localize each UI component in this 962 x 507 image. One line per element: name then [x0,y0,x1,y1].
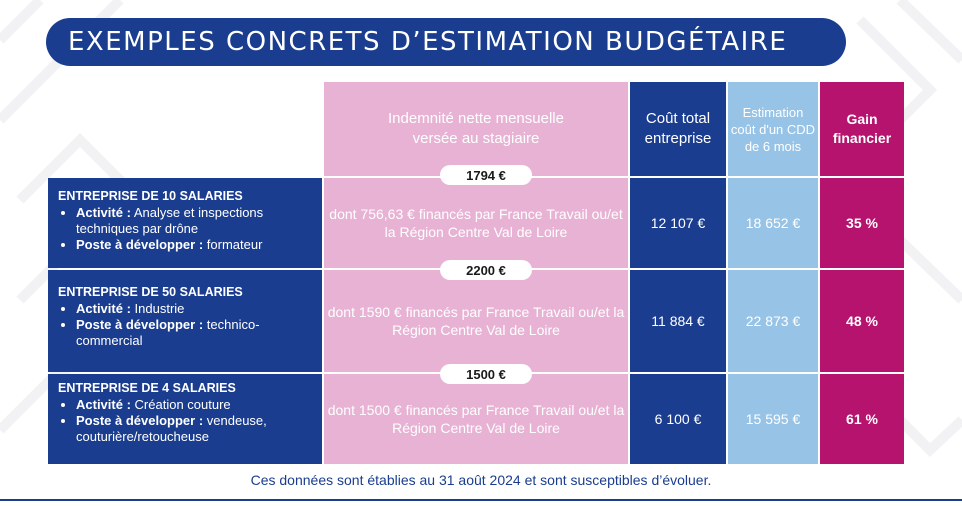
activite-item: Activité : Création couture [76,397,314,413]
header-indemnite-label: Indemnité nette mensuelle versée au stag… [388,110,564,147]
page-title: EXEMPLES CONCRETS D’ESTIMATION BUDGÉTAIR… [46,18,846,66]
estimation-value: 15 595 € [745,411,801,427]
company-cell-1: ENTREPRISE DE 10 SALARIES Activité : Ana… [48,178,322,268]
cout-total-value: 6 100 € [654,411,702,427]
financement-text: dont 1590 € financés par France Travail … [327,304,625,338]
gain-value: 61 % [846,411,878,427]
bottom-divider [0,499,962,501]
amount-badge-2: 2200 € [440,260,532,280]
financement-cell-1: dont 756,63 € financés par France Travai… [324,178,628,268]
cout-total-cell-2: 11 884 € [630,270,726,372]
gain-cell-3: 61 % [820,374,904,464]
financement-text: dont 1500 € financés par France Travail … [327,402,625,436]
estimation-value: 18 652 € [745,215,801,231]
financement-cell-2: dont 1590 € financés par France Travail … [324,270,628,372]
cout-total-value: 12 107 € [650,215,706,231]
poste-item: Poste à développer : vendeuse, couturièr… [76,413,314,445]
financement-text: dont 756,63 € financés par France Travai… [329,206,623,240]
activite-item: Activité : Industrie [76,301,314,317]
company-cell-3: ENTREPRISE DE 4 SALARIES Activité : Créa… [48,374,322,464]
header-gain: Gain financier [820,82,904,176]
company-title: ENTREPRISE DE 10 SALARIES [58,189,243,203]
company-title: ENTREPRISE DE 4 SALARIES [58,381,236,395]
amount-badge-3: 1500 € [440,364,532,384]
gain-value: 48 % [846,313,878,329]
footer-note: Ces données sont établies au 31 août 202… [250,472,712,488]
gain-value: 35 % [846,215,878,231]
cout-total-cell-1: 12 107 € [630,178,726,268]
header-estimation-cdd-label: Estimation coût d'un CDD de 6 mois [730,104,816,154]
financement-cell-3: dont 1500 € financés par France Travail … [324,374,628,464]
cout-total-cell-3: 6 100 € [630,374,726,464]
estimation-cell-3: 15 595 € [728,374,818,464]
estimation-value: 22 873 € [745,313,801,329]
cout-total-value: 11 884 € [651,313,705,329]
header-estimation-cdd: Estimation coût d'un CDD de 6 mois [728,82,818,176]
activite-item: Activité : Analyse et inspections techni… [76,205,314,237]
company-title: ENTREPRISE DE 50 SALARIES [58,285,243,299]
gain-cell-2: 48 % [820,270,904,372]
header-indemnite: Indemnité nette mensuelle versée au stag… [324,82,628,176]
header-cout-total-label: Coût total entreprise [644,110,712,147]
poste-item: Poste à développer : technico-commercial [76,317,314,349]
estimation-cell-1: 18 652 € [728,178,818,268]
estimation-cell-2: 22 873 € [728,270,818,372]
poste-item: Poste à développer : formateur [76,237,314,253]
gain-cell-1: 35 % [820,178,904,268]
header-gain-label: Gain financier [832,111,892,146]
header-cout-total: Coût total entreprise [630,82,726,176]
company-cell-2: ENTREPRISE DE 50 SALARIES Activité : Ind… [48,270,322,372]
amount-badge-1: 1794 € [440,165,532,185]
